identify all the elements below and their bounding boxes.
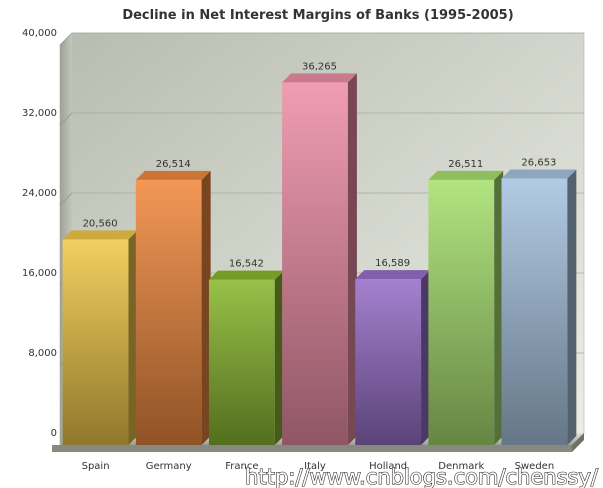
bar-front [62, 239, 129, 445]
bar-side [201, 170, 211, 446]
bar-top [428, 170, 504, 180]
floor-side [572, 433, 584, 452]
x-tick-label: Spain [82, 461, 110, 472]
bar-side [274, 270, 284, 445]
bar-top [135, 170, 211, 180]
bar-front [501, 178, 568, 445]
bar-top [282, 73, 357, 83]
category-labels: Spain Germany France Italy Holland Denmark Swe… [82, 461, 555, 472]
bar-side [494, 170, 504, 445]
bar-side [128, 230, 138, 445]
data-label: 16,542 [229, 259, 264, 270]
data-label: 16,589 [375, 258, 410, 269]
x-tick-label: Germany [146, 461, 192, 472]
x-tick-label: Italy [304, 461, 326, 472]
bar-top [355, 270, 431, 280]
data-label: 20,560 [83, 218, 118, 229]
x-tick-label: Holland [369, 461, 407, 472]
chart-title: Decline in Net Interest Margins of Banks… [122, 8, 513, 23]
y-tick-label: 0 [51, 428, 57, 439]
bar-front [355, 279, 422, 445]
bar-denmark [428, 170, 504, 445]
bar-top [62, 230, 138, 240]
bar-side [567, 169, 577, 445]
bar-top [501, 169, 577, 179]
bar-series [62, 73, 577, 446]
bar-top [208, 270, 284, 280]
y-tick-label: 8,000 [28, 348, 57, 359]
data-labels: 20,560 26,514 16,542 36,265 16,589 26,511 26,6… [83, 61, 557, 269]
bar-side [347, 73, 357, 445]
gridline-wall [59, 112, 73, 126]
data-label: 26,653 [521, 157, 556, 168]
y-tick-label: 40,000 [22, 28, 57, 39]
bar-front [282, 82, 348, 445]
x-tick-label: France [225, 461, 258, 472]
y-tick-label: 32,000 [22, 108, 57, 119]
bar-spain [62, 230, 138, 445]
bar-front [208, 279, 275, 445]
bar-front [428, 179, 495, 445]
x-tick-label: Denmark [438, 461, 484, 472]
x-tick-label: Sweden [515, 461, 555, 472]
bar-side [421, 270, 431, 445]
bar-holland [355, 270, 431, 445]
bar-sweden [501, 169, 577, 445]
data-label: 26,514 [156, 159, 191, 170]
y-axis-ticks: 0 8,000 16,000 24,000 32,000 40,000 [22, 28, 57, 439]
gridline-wall [59, 192, 73, 206]
bar-germany [135, 170, 211, 446]
bar-front [135, 179, 202, 446]
watermark-text: http://www.cnblogs.com/chenssy/ [245, 465, 599, 488]
gridline-wall [59, 32, 73, 46]
bar-italy [282, 73, 357, 445]
floor-front [52, 445, 572, 452]
data-label: 36,265 [302, 61, 337, 72]
data-label: 26,511 [448, 159, 483, 170]
y-tick-label: 24,000 [22, 188, 57, 199]
y-tick-label: 16,000 [22, 268, 57, 279]
bar-france [208, 270, 284, 445]
